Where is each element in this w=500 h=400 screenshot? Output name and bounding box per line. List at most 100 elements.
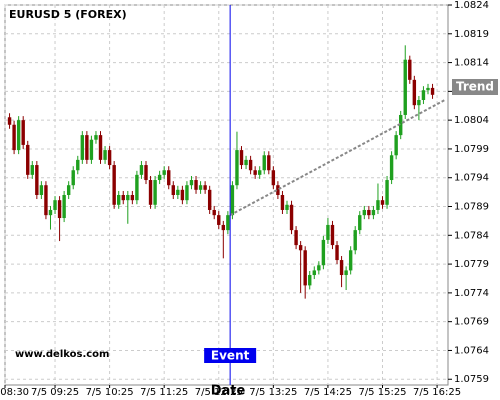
candle-body: [39, 185, 44, 195]
candle-body: [35, 165, 39, 195]
candle-body: [267, 155, 271, 171]
candle-body: [7, 117, 12, 125]
candle-body: [394, 135, 398, 156]
candle-body: [112, 165, 116, 205]
candle-body: [98, 135, 103, 160]
candle-body: [203, 185, 207, 190]
candle-body: [398, 114, 403, 136]
candle-body: [121, 195, 125, 201]
candle-body: [276, 185, 280, 195]
candle-body: [139, 165, 144, 175]
y-tick-label: 1.0779: [454, 259, 489, 270]
candle-body: [371, 209, 376, 216]
candle-body: [117, 195, 121, 205]
candle-body: [153, 180, 157, 205]
candle-body: [303, 250, 307, 286]
plot-area: [4, 4, 449, 386]
candle-body: [380, 200, 385, 205]
candle-body: [326, 224, 330, 240]
candle-body: [180, 189, 185, 201]
candle-body: [226, 215, 230, 231]
candle-body: [312, 270, 316, 276]
candle-body: [167, 170, 171, 186]
candle-body: [85, 135, 89, 160]
candle-body: [253, 170, 257, 175]
candle-body: [126, 195, 130, 201]
candle-body: [308, 275, 312, 286]
y-tick-label: 1.0814: [454, 58, 489, 69]
candle-body: [221, 224, 226, 231]
y-tick-label: 1.0804: [454, 115, 489, 126]
candle-body: [157, 174, 162, 181]
candle-body: [248, 159, 253, 171]
candle-body: [217, 215, 221, 225]
candle-body: [385, 180, 389, 205]
candle-body: [344, 270, 348, 276]
event-label: Event: [211, 349, 250, 363]
candle-body: [339, 260, 344, 276]
candle-body: [171, 185, 175, 195]
trend-line: [229, 99, 446, 217]
y-tick-label: 1.0784: [454, 230, 489, 241]
watermark: www.delkos.com: [15, 349, 109, 360]
x-tick-label: 7/5 15:25: [358, 387, 406, 398]
candle-body: [16, 120, 21, 151]
x-tick-label: 7/5 08:30: [0, 387, 29, 398]
event-tag: [204, 348, 257, 363]
candle-body: [408, 59, 412, 80]
candle-body: [107, 150, 112, 166]
candle-body: [353, 230, 357, 251]
candle-body: [317, 265, 321, 271]
candle-body: [189, 180, 194, 186]
candle-body: [335, 245, 339, 261]
candle-body: [412, 79, 417, 106]
candle-body: [421, 90, 426, 100]
candle-body: [280, 195, 285, 210]
candle-body: [198, 185, 203, 190]
candle-body: [94, 135, 98, 140]
candle-body: [71, 170, 75, 186]
candle-body: [235, 150, 239, 186]
candle-body: [230, 185, 235, 216]
candle-body: [244, 159, 248, 166]
candle-body: [298, 245, 303, 251]
candle-body: [271, 170, 276, 186]
y-tick-label: 1.0799: [454, 144, 489, 155]
y-tick-label: 1.0789: [454, 202, 489, 213]
candle-body: [30, 165, 34, 175]
candle-body: [57, 200, 62, 219]
chart-title: EURUSD 5 (FOREX): [9, 8, 127, 21]
candle-body: [62, 195, 66, 219]
x-axis-label: Date: [211, 384, 246, 399]
candle-body: [426, 87, 430, 91]
y-tick-label: 1.0759: [454, 374, 489, 385]
candle-body: [130, 195, 135, 201]
candle-body: [389, 155, 394, 181]
x-tick-label: 7/5 11:25: [140, 387, 188, 398]
candle-body: [285, 204, 289, 210]
candle-body: [26, 144, 30, 175]
candle-body: [289, 204, 294, 231]
y-tick-label: 1.0769: [454, 317, 489, 328]
candle-body: [430, 87, 435, 95]
candle-body: [358, 215, 362, 231]
candle-body: [417, 100, 421, 106]
x-tick-label: 7/5 10:25: [86, 387, 134, 398]
candle-body: [53, 200, 57, 210]
candle-body: [144, 165, 148, 181]
x-tick-label: 7/5 16:25: [413, 387, 461, 398]
candle-body: [66, 185, 71, 195]
candle-body: [76, 159, 80, 171]
candle-body: [294, 230, 298, 246]
candle-body: [367, 209, 371, 216]
candle-body: [162, 170, 166, 175]
x-tick-label: 7/5 09:25: [31, 387, 79, 398]
candle-body: [48, 209, 53, 216]
trend-tag: [452, 79, 498, 95]
candle-body: [239, 150, 244, 166]
candle-body: [44, 185, 48, 216]
candle-body: [89, 139, 94, 160]
candle-body: [321, 239, 326, 266]
candle-body: [376, 200, 380, 210]
